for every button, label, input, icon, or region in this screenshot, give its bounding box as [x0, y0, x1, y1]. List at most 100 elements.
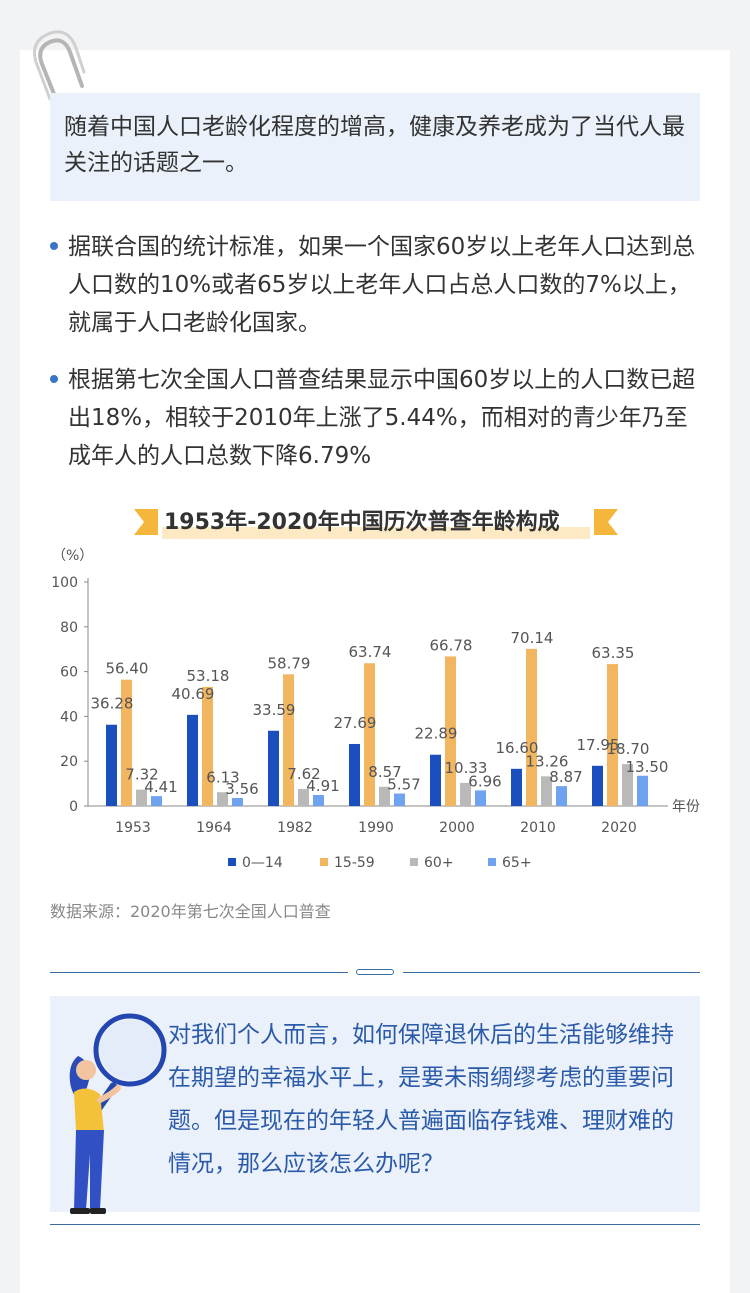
bar	[298, 788, 309, 806]
bar	[151, 796, 162, 806]
data-label: 58.79	[268, 654, 311, 672]
bullet-dot-icon	[50, 375, 58, 383]
bar	[187, 714, 198, 806]
bar	[136, 789, 147, 806]
data-label: 63.35	[592, 644, 635, 662]
data-label: 4.41	[144, 778, 177, 796]
bar	[364, 663, 375, 806]
bar	[106, 724, 117, 806]
bar	[460, 782, 471, 806]
bar	[121, 679, 132, 806]
bar	[445, 656, 456, 806]
legend-label: 15-59	[334, 855, 375, 871]
y-tick-label: 0	[69, 799, 78, 815]
legend-swatch	[228, 858, 236, 866]
data-label: 6.13	[206, 768, 239, 786]
x-tick-label: 1953	[115, 820, 151, 836]
question-text: 对我们个人而言，如何保障退休后的生活能够维持在期望的幸福水平上，是要未雨绸缪考虑…	[168, 1022, 674, 1177]
bar	[349, 743, 360, 806]
woman-with-magnifier-icon	[69, 1013, 167, 1214]
chart-title-wrap: 1953年-2020年中国历次普查年龄构成	[130, 505, 620, 541]
legend-label: 60+	[424, 855, 454, 871]
bar	[232, 798, 243, 806]
y-tick-label: 20	[60, 754, 78, 770]
data-label: 7.32	[125, 766, 158, 784]
bar	[475, 790, 486, 806]
data-label: 7.62	[287, 765, 320, 783]
data-label: 53.18	[187, 667, 230, 685]
legend-swatch	[410, 858, 418, 866]
legend-label: 0—14	[242, 855, 283, 871]
data-label: 22.89	[415, 725, 458, 743]
x-tick-label: 2020	[601, 820, 637, 836]
bar	[556, 786, 567, 806]
legend-swatch	[320, 858, 328, 866]
data-label: 6.96	[468, 772, 501, 790]
bar	[607, 664, 618, 806]
bar	[202, 686, 213, 806]
x-tick-label: 2010	[520, 820, 556, 836]
y-axis-unit-label: （%）	[52, 548, 93, 564]
data-label: 70.14	[511, 629, 554, 647]
bullet-item: 根据第七次全国人口普查结果显示中国60岁以上的人口数已超出18%，相较于2010…	[50, 361, 700, 475]
bar	[268, 730, 279, 806]
bar-chart: （%） 0 20 40 60 80 100 年份 1953 36.28 56.40 7.324.41 1…	[51, 548, 700, 871]
data-label: 17.95	[577, 736, 620, 754]
data-label: 36.28	[91, 695, 134, 713]
bar	[526, 648, 537, 806]
bullet-dot-icon	[50, 242, 58, 250]
x-tick-label: 1982	[277, 820, 313, 836]
data-label: 27.69	[334, 714, 377, 732]
y-tick-label: 40	[60, 709, 78, 725]
divider-line	[50, 1224, 700, 1225]
intro-text: 随着中国人口老龄化程度的增高，健康及养老成为了当代人最关注的话题之一。	[64, 114, 685, 176]
data-source: 数据来源：2020年第七次全国人口普查	[50, 902, 331, 921]
data-label: 56.40	[106, 660, 149, 678]
data-label: 66.78	[430, 636, 473, 654]
x-axis-label: 年份	[672, 799, 700, 815]
chart-title: 1953年-2020年中国历次普查年龄构成	[164, 510, 560, 535]
question-box: 对我们个人而言，如何保障退休后的生活能够维持在期望的幸福水平上，是要未雨绸缪考虑…	[50, 996, 700, 1212]
data-label: 4.91	[306, 777, 339, 795]
data-label: 13.26	[526, 752, 569, 770]
data-label: 8.57	[368, 763, 401, 781]
bullet-item: 据联合国的统计标准，如果一个国家60岁以上老年人口达到总人口数的10%或者65岁…	[50, 228, 700, 342]
data-label: 18.70	[607, 740, 650, 758]
data-label: 5.57	[387, 776, 420, 794]
bar	[541, 776, 552, 806]
divider-ornament	[356, 969, 394, 975]
bar	[592, 765, 603, 806]
bar	[217, 792, 228, 806]
bar	[430, 754, 441, 806]
legend-label: 65+	[502, 855, 532, 871]
y-tick-label: 60	[60, 665, 78, 681]
divider-line	[403, 972, 700, 973]
paperclip-icon	[33, 30, 86, 106]
title-left-ribbon-icon	[134, 509, 158, 535]
bar	[394, 793, 405, 806]
data-label: 63.74	[349, 643, 392, 661]
data-label: 3.56	[225, 780, 258, 798]
y-tick-label: 80	[60, 620, 78, 636]
data-label: 13.50	[626, 758, 669, 776]
data-label: 8.87	[549, 768, 582, 786]
bullet-text: 据联合国的统计标准，如果一个国家60岁以上老年人口达到总人口数的10%或者65岁…	[68, 234, 696, 336]
intro-box: 随着中国人口老龄化程度的增高，健康及养老成为了当代人最关注的话题之一。	[50, 93, 700, 201]
data-label: 40.69	[172, 685, 215, 703]
bar	[637, 775, 648, 806]
data-label: 10.33	[445, 759, 488, 777]
x-tick-label: 2000	[439, 820, 475, 836]
bar	[511, 768, 522, 806]
bar	[283, 674, 294, 806]
bullet-text: 根据第七次全国人口普查结果显示中国60岁以上的人口数已超出18%，相较于2010…	[68, 367, 696, 469]
bar	[622, 764, 633, 806]
title-underline	[162, 527, 590, 539]
bar	[313, 795, 324, 806]
divider-line	[50, 972, 348, 973]
bar	[379, 786, 390, 806]
title-right-ribbon-icon	[594, 509, 618, 535]
x-tick-label: 1990	[358, 820, 394, 836]
y-tick-label: 100	[51, 575, 78, 591]
data-label: 33.59	[253, 701, 296, 719]
legend-swatch	[488, 858, 496, 866]
